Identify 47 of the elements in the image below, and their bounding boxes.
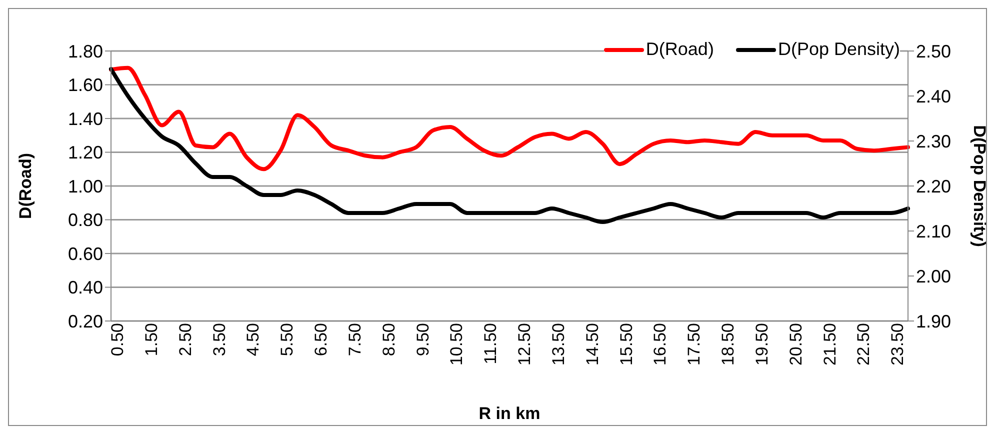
y-tick-label: 0.40 [68,278,103,298]
x-tick-label: 6.50 [312,323,331,356]
x-tick-label: 1.50 [142,323,161,356]
y2-tick-label: 2.20 [916,176,952,196]
y-tick-label: 1.00 [68,176,103,196]
y-tick-label: 0.60 [68,244,103,264]
x-tick-label: 19.50 [752,323,772,366]
x-tick-label: 4.50 [244,323,263,356]
x-tick-label: 5.50 [278,323,297,356]
x-tick-label: 18.50 [718,323,738,366]
y-tick-label: 0.20 [68,311,103,332]
y-tick-label: 1.40 [68,108,103,129]
y-tick-label: 1.60 [68,75,103,96]
x-tick-label: 20.50 [786,323,806,366]
y2-tick-label: 2.40 [916,86,952,106]
x-tick-label: 8.50 [379,323,398,356]
y2-tick-label: 2.50 [916,41,952,62]
y2-axis-title: D(Pop Density) [970,125,989,247]
x-tick-label: 22.50 [854,323,874,366]
x-tick-label: 9.50 [413,323,432,356]
legend-label: D(Pop Density) [778,39,900,60]
y2-tick-label: 2.30 [916,131,952,152]
x-tick-label: 21.50 [820,323,840,366]
line-series [109,66,910,172]
line-series [109,67,910,224]
x-tick-label: 17.50 [684,323,704,366]
x-tick-label: 13.50 [548,323,568,366]
y2-tick-label: 1.90 [916,311,952,332]
y2-tick-label: 2.10 [916,221,952,242]
y-tick-label: 1.80 [68,41,103,62]
x-tick-label: 3.50 [210,323,229,356]
x-tick-label: 7.50 [345,323,364,356]
x-tick-label: 12.50 [515,323,534,366]
x-axis-title: R in km [478,404,540,423]
x-tick-label: 0.50 [108,323,128,356]
x-tick-label: 11.50 [481,323,500,364]
y-tick-label: 1.20 [68,142,103,163]
x-tick-label: 14.50 [582,323,602,366]
x-tick-label: 23.50 [888,323,908,366]
legend-label: D(Road) [646,39,714,60]
x-tick-label: 10.50 [447,323,466,366]
y-tick-label: 0.80 [68,210,103,230]
x-tick-label: 2.50 [176,323,195,356]
x-tick-label: 15.50 [616,323,636,366]
x-tick-label: 16.50 [650,323,670,366]
y2-tick-label: 2.00 [916,266,952,286]
y-axis-title: D(Road) [16,152,36,220]
